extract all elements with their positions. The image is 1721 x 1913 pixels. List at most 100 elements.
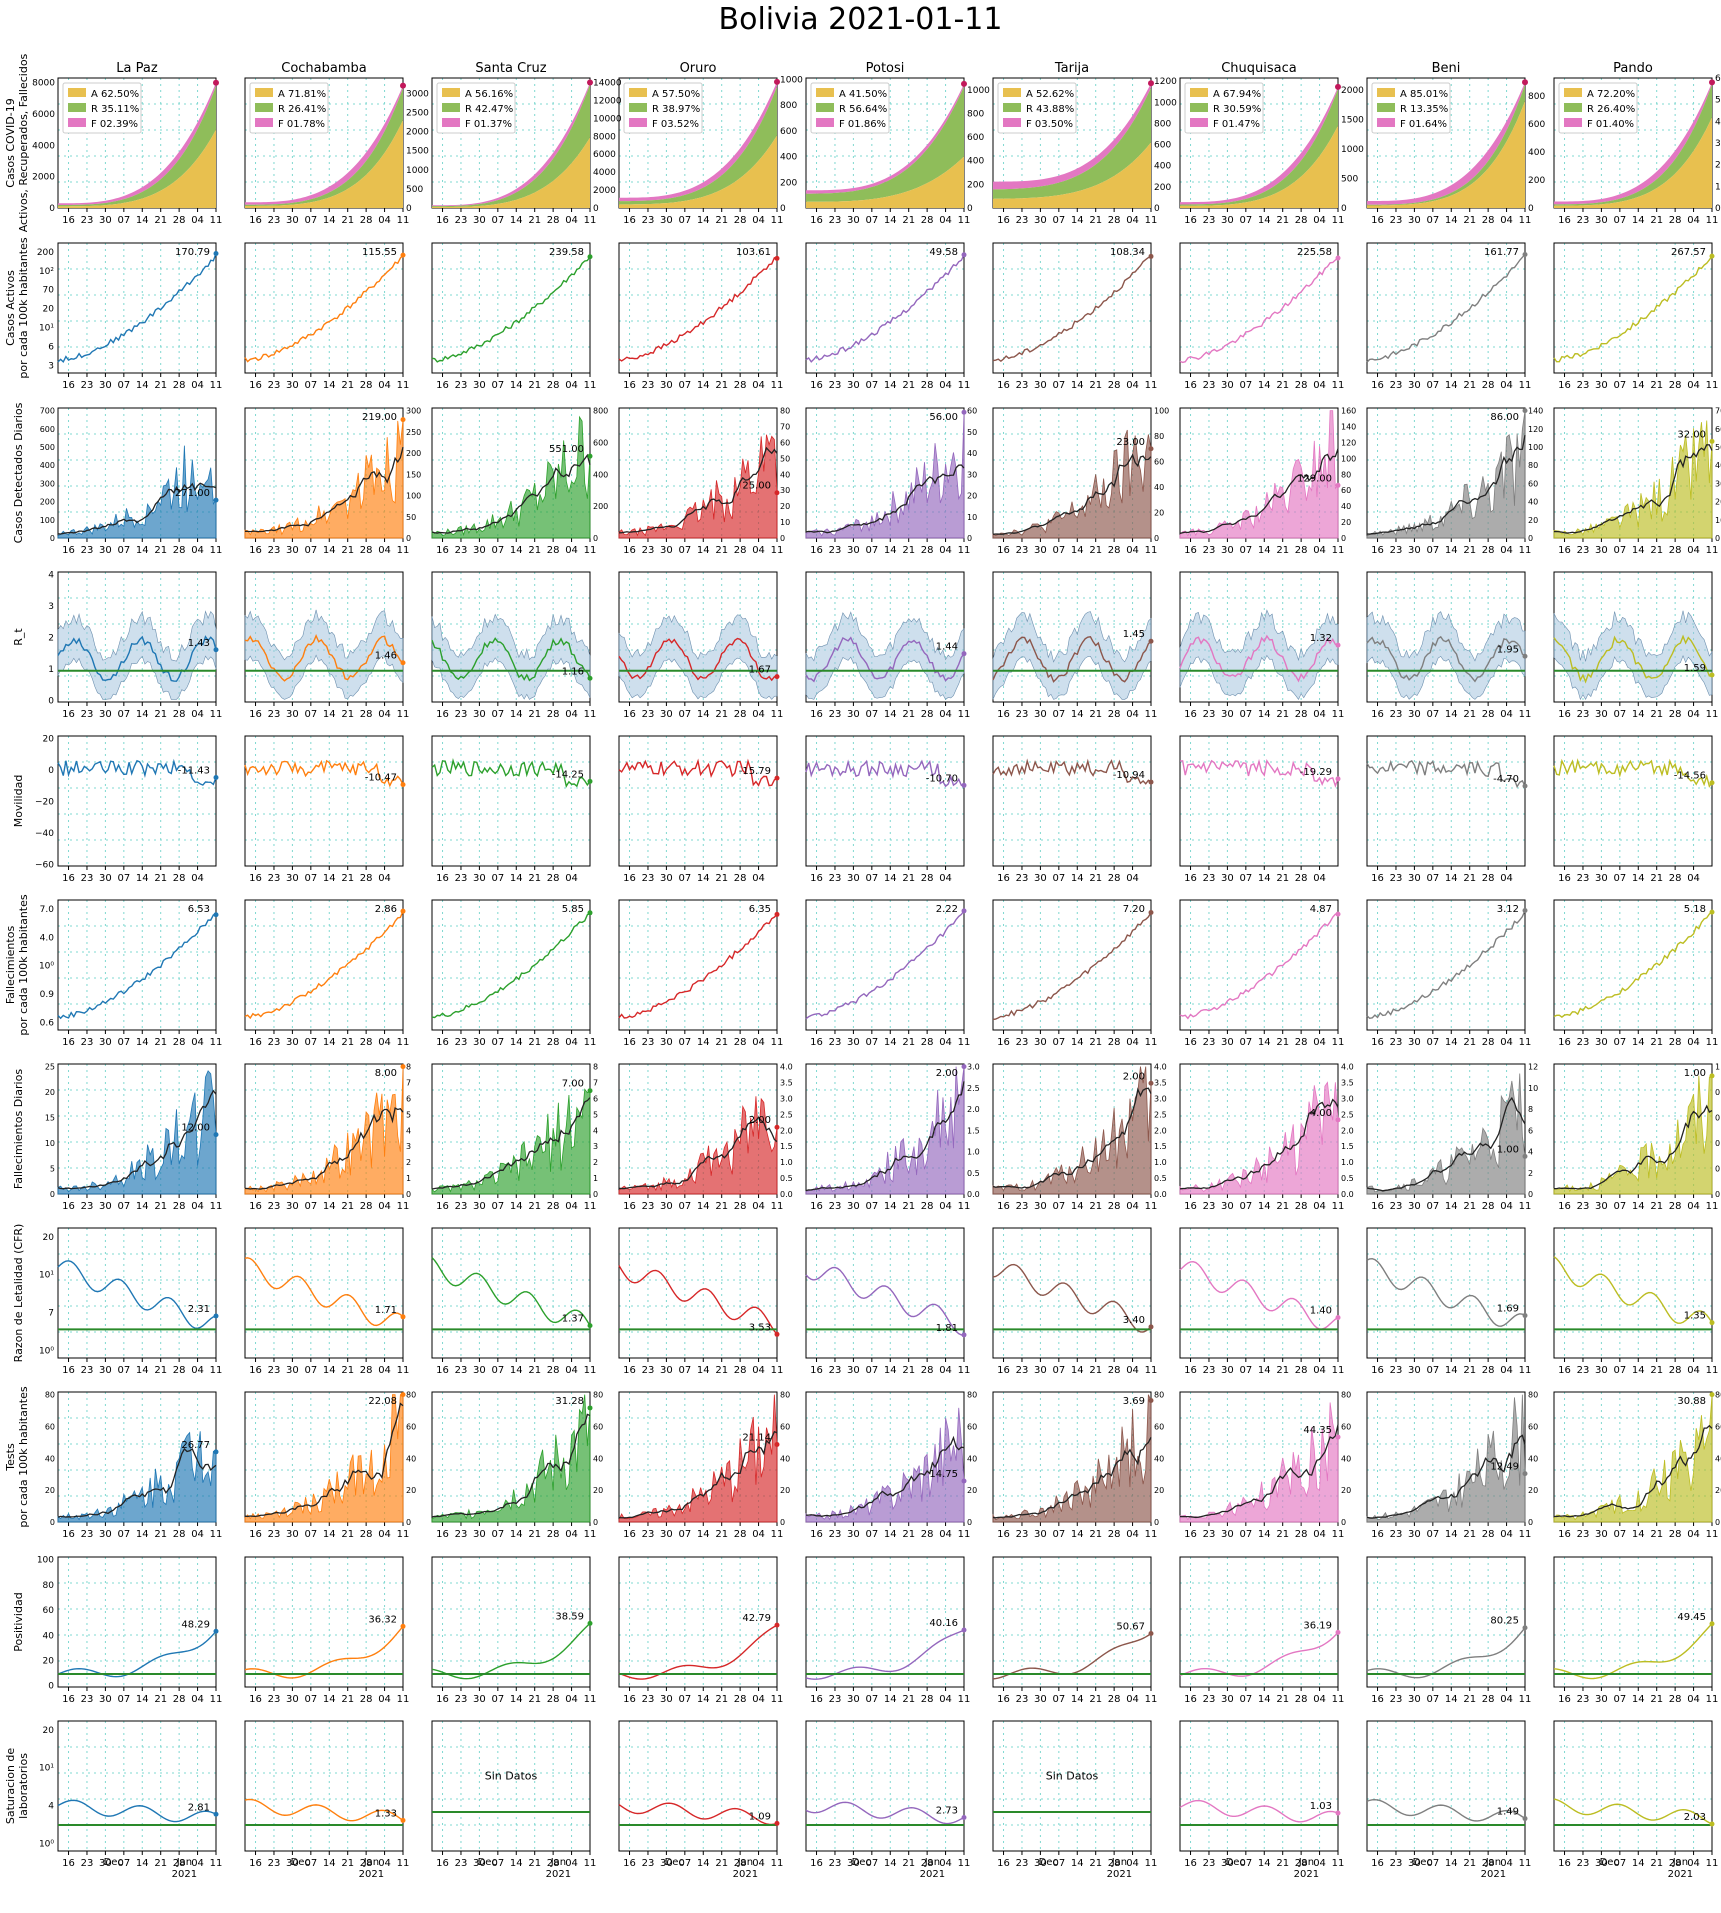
moving-average-line [244,1107,404,1190]
panel: 16 23 30 07 14 21 28 04 111.45 [992,571,1157,720]
x-tick-label: 11 [1706,1858,1719,1869]
x-tick-label: 23 [455,545,468,556]
end-marker [1148,1398,1154,1404]
month-label: 2021 [920,1869,945,1880]
x-tick-label: 14 [323,873,336,884]
x-tick-label: 04 [1687,1365,1700,1376]
end-marker [961,1627,967,1633]
end-marker [961,80,967,87]
y-tick-label: 4.0 [40,933,55,943]
series-line [1553,758,1713,788]
y-tick-label: 2.0 [1341,1126,1354,1135]
y-tick-label: 0 [1154,534,1159,543]
end-value-label: 22.08 [368,1396,397,1407]
x-tick-label: 23 [1577,1694,1590,1705]
x-tick-label: 11 [1145,1201,1158,1212]
x-tick-label: 04 [1687,545,1700,556]
x-tick-label: 14 [323,1694,336,1705]
x-tick-label: 16 [1558,873,1571,884]
y-tick-label: 3.0 [1341,1094,1354,1103]
panel: 16 23 30 07 14 21 28 04 112.03 [1553,1720,1719,1869]
end-marker [1335,83,1341,90]
x-tick-label: 04 [191,709,204,720]
end-value-label: 2.00 [1123,1071,1145,1082]
y-tick-label: 10 [780,518,790,527]
y-tick-label: 60 [1341,486,1351,495]
end-value-label: 1.49 [1497,1807,1519,1818]
plot-frame [1366,1720,1526,1852]
x-tick-label: 04 [752,380,765,391]
x-tick-label: 23 [829,1858,842,1869]
x-tick-label: 11 [958,1365,971,1376]
x-tick-label: 16 [62,215,75,226]
x-tick-label: 04 [1687,1858,1700,1869]
end-value-label: 2.00 [936,1068,958,1079]
plot-frame [244,1556,404,1688]
x-tick-label: 16 [249,545,262,556]
x-tick-label: 14 [136,545,149,556]
x-tick-label: 11 [1145,380,1158,391]
moving-average-line [244,1402,404,1518]
y-tick-label: 20 [1341,1486,1351,1495]
moving-average-line [431,1097,591,1190]
x-tick-label: 28 [1669,545,1682,556]
x-tick-label: 21 [1463,215,1476,226]
x-tick-label: 16 [1558,545,1571,556]
y-tick-label: 60 [406,1422,416,1431]
y-tick-label: 80 [1154,1391,1164,1400]
plot-frame [618,1556,778,1688]
y-tick-label: 10 [967,513,977,522]
y-tick-label: −20 [35,798,54,808]
x-tick-label: 11 [1145,545,1158,556]
month-label: 2021 [1668,1869,1693,1880]
x-tick-label: 28 [921,380,934,391]
y-tick-label: 1000 [406,166,429,176]
end-value-label: 80.25 [1490,1616,1519,1627]
x-tick-label: 28 [1108,545,1121,556]
y-tick-label: 4 [48,571,54,581]
x-tick-label: 14 [1445,1858,1458,1869]
x-tick-label: 21 [341,1694,354,1705]
x-tick-label: 21 [715,709,728,720]
x-tick-label: 30 [660,545,673,556]
x-tick-label: 21 [1089,1858,1102,1869]
x-tick-label: 11 [1706,1037,1719,1048]
plot-frame [1179,1720,1339,1852]
x-tick-label: 23 [268,1201,281,1212]
y-tick-label: 0 [48,697,54,707]
x-tick-label: 14 [1445,709,1458,720]
x-tick-label: 14 [1632,1694,1645,1705]
end-value-label: 40.16 [929,1618,958,1629]
y-tick-label: 0 [780,534,785,543]
month-label: Dec [1226,1857,1245,1868]
legend-swatch [1003,118,1021,127]
end-value-label: 1.03 [1310,1801,1332,1812]
x-tick-label: 28 [547,1694,560,1705]
moving-average-line [1179,1098,1339,1190]
daily-bars [57,1070,217,1195]
x-tick-label: 11 [771,1529,784,1540]
plot-frame [618,735,778,867]
x-tick-label: 28 [1108,1858,1121,1869]
x-tick-label: 04 [1500,215,1513,226]
x-tick-label: 16 [249,1694,262,1705]
row-label: Testspor cada 100k habitantes [4,1386,30,1527]
x-tick-label: 30 [1034,1201,1047,1212]
x-tick-label: 14 [884,1037,897,1048]
x-tick-label: 14 [510,380,523,391]
x-tick-label: 28 [360,380,373,391]
series-line [1179,1631,1339,1677]
x-tick-label: 21 [341,1201,354,1212]
y-tick-label: 30 [1715,479,1721,488]
y-tick-label: 0 [406,204,412,214]
x-tick-label: 28 [360,873,373,884]
x-tick-label: 30 [847,380,860,391]
x-tick-label: 28 [1482,873,1495,884]
x-tick-label: 07 [491,1365,504,1376]
end-marker [774,1441,780,1447]
row-label-line: Casos COVID-19 [4,98,17,187]
y-tick-label: 3 [48,361,54,371]
x-tick-label: 04 [1126,873,1139,884]
